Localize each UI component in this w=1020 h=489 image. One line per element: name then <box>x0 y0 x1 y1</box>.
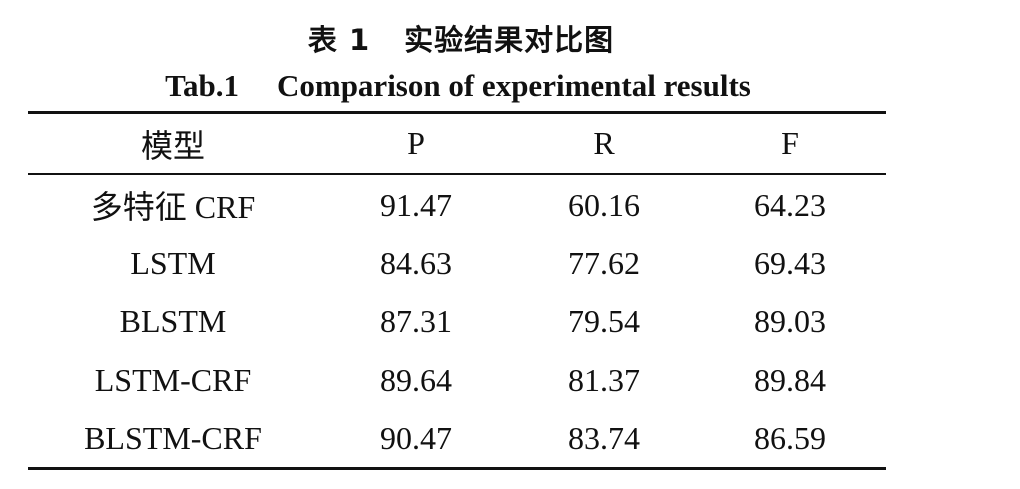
table-row: 多特征 CRF 91.47 60.16 64.23 <box>28 173 886 234</box>
p-cell: 87.31 <box>380 303 452 340</box>
table-caption-english: Tab.1 Comparison of experimental results <box>0 66 916 106</box>
model-cell: LSTM <box>130 245 216 282</box>
p-cell: 84.63 <box>380 245 452 282</box>
caption-en-label: Tab.1 <box>165 68 239 103</box>
model-cell: BLSTM <box>119 303 227 340</box>
table-header-row: 模型 P R F <box>28 114 886 173</box>
f-cell: 89.03 <box>754 303 826 340</box>
header-model: 模型 <box>140 126 205 165</box>
f-cell: 86.59 <box>754 420 826 457</box>
table-row: LSTM-CRF 89.64 81.37 89.84 <box>28 351 886 409</box>
caption-en-title: Comparison of experimental results <box>276 68 751 103</box>
table-row: LSTM 84.63 77.62 69.43 <box>28 234 886 292</box>
table-top-rule <box>28 111 886 114</box>
r-cell: 79.54 <box>568 303 640 340</box>
table-row: BLSTM 87.31 79.54 89.03 <box>28 293 886 351</box>
results-table: 模型 P R F 多特征 CRF 91.47 60.16 64.23 LSTM … <box>28 114 886 468</box>
model-cell: 多特征 CRF <box>90 189 256 226</box>
table-row: BLSTM-CRF 90.47 83.74 86.59 <box>28 410 886 468</box>
p-cell: 91.47 <box>380 186 452 223</box>
p-cell: 90.47 <box>380 420 452 457</box>
header-r: R <box>593 125 615 161</box>
f-cell: 64.23 <box>754 186 826 223</box>
r-cell: 60.16 <box>568 186 640 223</box>
r-cell: 83.74 <box>568 420 640 457</box>
r-cell: 77.62 <box>568 245 640 282</box>
p-cell: 89.64 <box>380 361 452 398</box>
header-f: F <box>781 125 799 161</box>
table-header-rule <box>28 173 886 175</box>
model-cell: BLSTM-CRF <box>84 420 262 457</box>
f-cell: 69.43 <box>754 245 826 282</box>
table-caption-chinese: 表 1 实验结果对比图 <box>0 22 916 58</box>
caption-cn-label: 表 1 <box>307 23 371 57</box>
r-cell: 81.37 <box>568 361 640 398</box>
header-p: P <box>407 125 425 161</box>
caption-cn-title: 实验结果对比图 <box>404 23 615 57</box>
table-bottom-rule <box>28 467 886 470</box>
f-cell: 89.84 <box>754 361 826 398</box>
model-cell: LSTM-CRF <box>94 361 252 398</box>
